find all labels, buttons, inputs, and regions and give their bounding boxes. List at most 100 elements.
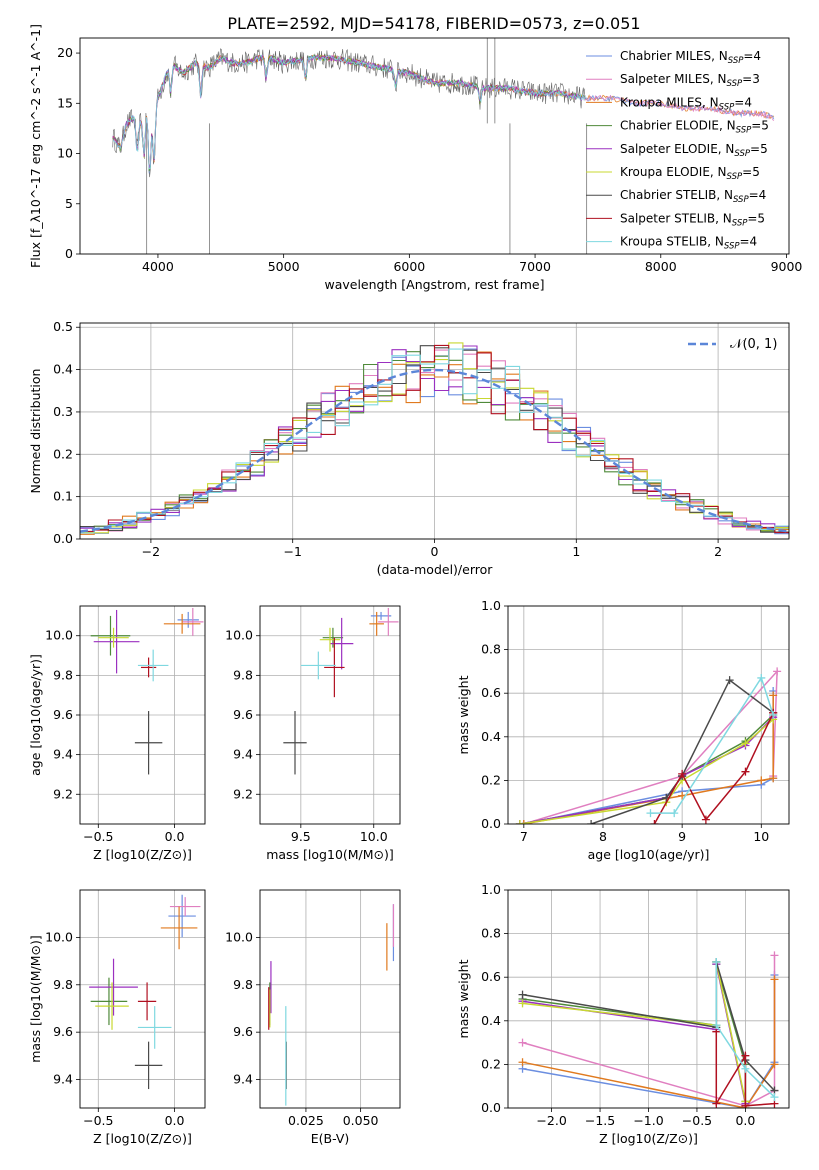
y-tick-label: 10.0 <box>225 628 253 643</box>
figure-title: PLATE=2592, MJD=54178, FIBERID=0573, z=0… <box>227 14 640 33</box>
y-axis-label: mass [log10(M/M⊙)] <box>28 935 43 1063</box>
x-tick-label: −0.5 <box>83 1113 113 1128</box>
legend: Chabrier MILES, NSSP=4 Salpeter MILES, NS… <box>586 49 769 252</box>
y-tick-label: 9.4 <box>233 747 253 762</box>
series-marker <box>757 776 766 785</box>
series-marker <box>646 809 655 818</box>
series-marker <box>670 809 679 818</box>
series-marker <box>741 739 750 748</box>
series-line-kroupa-elodie <box>519 718 774 824</box>
y-tick-label: 1.0 <box>481 598 501 613</box>
spectrum-line-salpeter-elodie <box>112 54 586 169</box>
series-marker <box>773 667 782 676</box>
panel-age_vs_mass: 9.5 10.0 9.2 9.4 9.6 9.8 10.0 mass [log10(M/M⊙)… <box>225 605 401 862</box>
series-marker <box>518 1058 527 1067</box>
series-marker <box>519 820 528 824</box>
y-tick-label: 9.4 <box>53 747 73 762</box>
x-tick-label: 9000 <box>771 259 803 274</box>
y-tick-label: 0.4 <box>481 729 501 744</box>
x-axis-label: age [log10(age/yr)] <box>588 847 710 862</box>
x-tick-label: 4000 <box>142 259 174 274</box>
y-tick-label: 0.2 <box>53 446 73 461</box>
y-tick-label: 0.5 <box>53 319 73 334</box>
series-line-kroupa-elodie <box>522 961 747 1102</box>
y-tick-label: 15 <box>57 95 73 110</box>
series-marker <box>650 820 659 824</box>
y-tick-label: 9.8 <box>233 977 253 992</box>
x-tick-label: 6000 <box>393 259 425 274</box>
series-marker <box>741 1101 750 1108</box>
y-tick-label: 10.0 <box>45 628 73 643</box>
legend-entry: Salpeter STELIB, NSSP=5 <box>620 211 765 228</box>
panel-mass_weight_vs_Z: −2.0 −1.5 −1.0 −0.5 0.0 0.0 0.2 0.4 0.6 0.8 1.0 Z [… <box>456 882 790 1146</box>
series-line-salpeter-elodie <box>522 963 747 1104</box>
y-tick-label: 9.2 <box>53 786 73 801</box>
x-tick-label: 8 <box>599 829 607 844</box>
y-tick-label: 10 <box>57 146 73 161</box>
series-marker <box>770 951 779 960</box>
legend-entry: Kroupa MILES, NSSP=4 <box>620 95 752 112</box>
axes-frame <box>79 322 790 540</box>
series-marker <box>770 975 779 984</box>
y-axis-label: mass weight <box>456 675 471 754</box>
series-marker <box>725 676 734 685</box>
plot-area <box>89 894 201 1090</box>
axes-frame <box>79 605 206 825</box>
legend-entry: Kroupa ELODIE, NSSP=5 <box>620 165 760 182</box>
y-tick-label: 9.8 <box>53 977 73 992</box>
x-tick-label: 0.0 <box>735 1113 755 1128</box>
x-tick-label: 10.0 <box>360 829 388 844</box>
x-axis-label: (data-model)/error <box>377 562 494 577</box>
plot-area <box>515 667 782 824</box>
series-marker <box>712 957 721 966</box>
x-tick-label: 0.050 <box>343 1113 379 1128</box>
y-tick-label: 9.6 <box>233 1024 253 1039</box>
x-tick-label: −2 <box>142 544 160 559</box>
series-marker <box>741 1051 750 1060</box>
x-tick-label: −2.0 <box>536 1113 566 1128</box>
x-tick-label: 0.0 <box>165 829 185 844</box>
series-line-kroupa-stelib <box>650 676 774 814</box>
y-axis-label: Normed distribution <box>28 369 43 494</box>
x-tick-label: 0.025 <box>288 1113 324 1128</box>
x-tick-label: 9 <box>678 829 686 844</box>
x-tick-label: 1 <box>572 544 580 559</box>
y-tick-label: 9.8 <box>233 667 253 682</box>
y-tick-label: 0.6 <box>481 685 501 700</box>
series-marker <box>741 1064 750 1073</box>
series-marker <box>712 1099 721 1108</box>
series-marker <box>741 767 750 776</box>
y-tick-label: 9.6 <box>233 707 253 722</box>
legend-entry: Salpeter MILES, NSSP=3 <box>620 72 760 89</box>
axes-frame <box>259 605 401 825</box>
x-axis-label: Z [log10(Z/Z⊙)] <box>599 1131 698 1146</box>
x-tick-label: −1 <box>283 544 301 559</box>
legend-entry: Chabrier STELIB, NSSP=4 <box>620 188 766 205</box>
axes-frame <box>79 889 206 1109</box>
spectrum-line-chabrier-elodie <box>112 53 586 172</box>
x-tick-label: 5000 <box>268 259 300 274</box>
axes-frame <box>259 889 401 1109</box>
legend-entry: 𝒩(0, 1) <box>730 337 777 352</box>
y-tick-label: 20 <box>57 45 73 60</box>
series-marker <box>769 691 778 700</box>
spectrum-line-chabrier-stelib <box>112 48 586 178</box>
legend-entry: Chabrier MILES, NSSP=4 <box>620 49 761 66</box>
y-tick-label: 9.6 <box>53 707 73 722</box>
series-marker <box>587 820 596 824</box>
x-axis-label: wavelength [Angstrom, rest frame] <box>324 277 544 292</box>
plot-area <box>112 38 775 254</box>
axes-frame <box>507 605 790 825</box>
x-axis-label: Z [log10(Z/Z⊙)] <box>93 1131 192 1146</box>
y-axis-label: age [log10(age/yr)] <box>28 654 43 776</box>
y-tick-label: 0.0 <box>481 1100 501 1115</box>
gaussian-curve <box>80 368 789 533</box>
y-axis-label: Flux [f_λ10^-17 erg cm^-2 s^-1 A^-1] <box>28 24 43 268</box>
series-marker <box>770 1093 779 1102</box>
y-tick-label: 0.2 <box>481 1056 501 1071</box>
x-axis-label: Z [log10(Z/Z⊙)] <box>93 847 192 862</box>
series-marker <box>515 820 524 824</box>
y-tick-label: 9.6 <box>53 1024 73 1039</box>
x-axis-label: mass [log10(M/M⊙)] <box>266 847 394 862</box>
plot-area <box>268 904 395 1106</box>
